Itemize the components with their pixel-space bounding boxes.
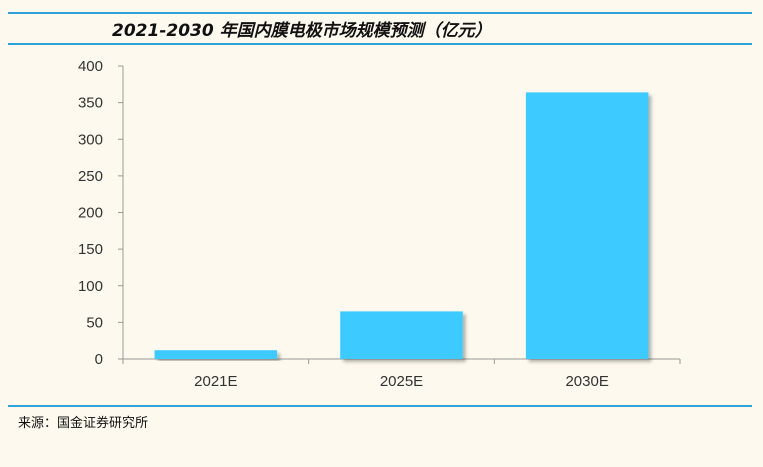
source-note: 来源：国金证券研究所 [18, 416, 149, 431]
bar-chart: 0 50 100 150 200 250 300 350 400 2021E 2025E 2030E [78, 58, 681, 390]
y-tick-label: 100 [78, 278, 103, 295]
bottom-rule [8, 405, 752, 407]
x-axis-ticks: 2021E 2025E 2030E [122, 359, 681, 390]
x-tick-label: 2025E [380, 373, 423, 390]
y-axis-ticks: 0 50 100 150 200 250 300 350 400 [78, 58, 123, 368]
title-underline-rule [8, 43, 752, 45]
bars [154, 92, 649, 360]
y-tick-label: 400 [78, 58, 103, 75]
y-tick-label: 150 [78, 241, 103, 258]
y-tick-label: 250 [78, 168, 103, 185]
bar-2021E [154, 350, 278, 359]
top-rule [8, 12, 752, 14]
bar-2025E [340, 311, 463, 359]
x-tick-label: 2030E [565, 373, 608, 390]
y-tick-label: 0 [95, 351, 103, 368]
x-tick-label: 2021E [194, 373, 237, 390]
y-tick-label: 200 [78, 205, 103, 222]
bar-2030E [525, 92, 649, 360]
y-tick-label: 50 [86, 314, 103, 331]
y-tick-label: 350 [78, 95, 103, 112]
y-tick-label: 300 [78, 131, 103, 148]
chart-title: 2021-2030 年国内膜电极市场规模预测（亿元） [112, 21, 492, 41]
